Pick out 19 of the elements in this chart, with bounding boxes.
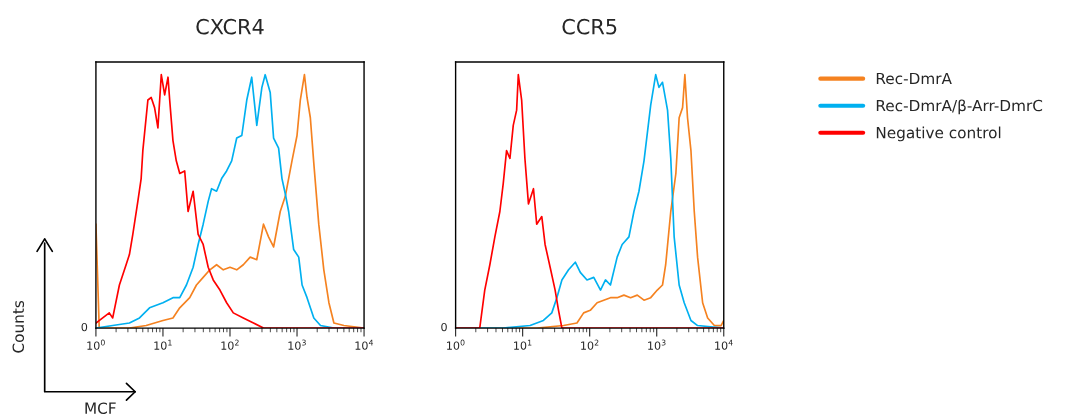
y-axis-title: Counts: [12, 300, 25, 353]
legend-label: Rec-DmrA/β-Arr-DmrC: [876, 99, 1043, 115]
x-tick-label: 10$^{2}$: [221, 339, 239, 350]
x-tick-label: 10$^{4}$: [355, 339, 374, 350]
text: 0: [81, 322, 88, 332]
x-tick-label: 10$^{2}$: [581, 339, 599, 350]
x-tick-label: 10$^{1}$: [154, 339, 172, 350]
chart-title: CCR5: [562, 18, 617, 35]
x-tick-label: 10$^{3}$: [288, 339, 306, 350]
x-tick-label: 10$^{0}$: [447, 339, 465, 350]
x-tick-label: 10$^{3}$: [648, 339, 666, 350]
x-tick-label: 10$^{4}$: [715, 339, 733, 350]
x-tick-label: 10$^{1}$: [514, 339, 532, 350]
x-axis-title: MCF: [85, 402, 116, 414]
text: 0: [441, 322, 447, 332]
chart-title: CXCR4: [196, 18, 264, 35]
legend-label: Negative control: [876, 126, 1001, 142]
legend-label: Rec-DmrA: [876, 72, 952, 85]
x-tick-label: 10$^{0}$: [87, 339, 105, 350]
